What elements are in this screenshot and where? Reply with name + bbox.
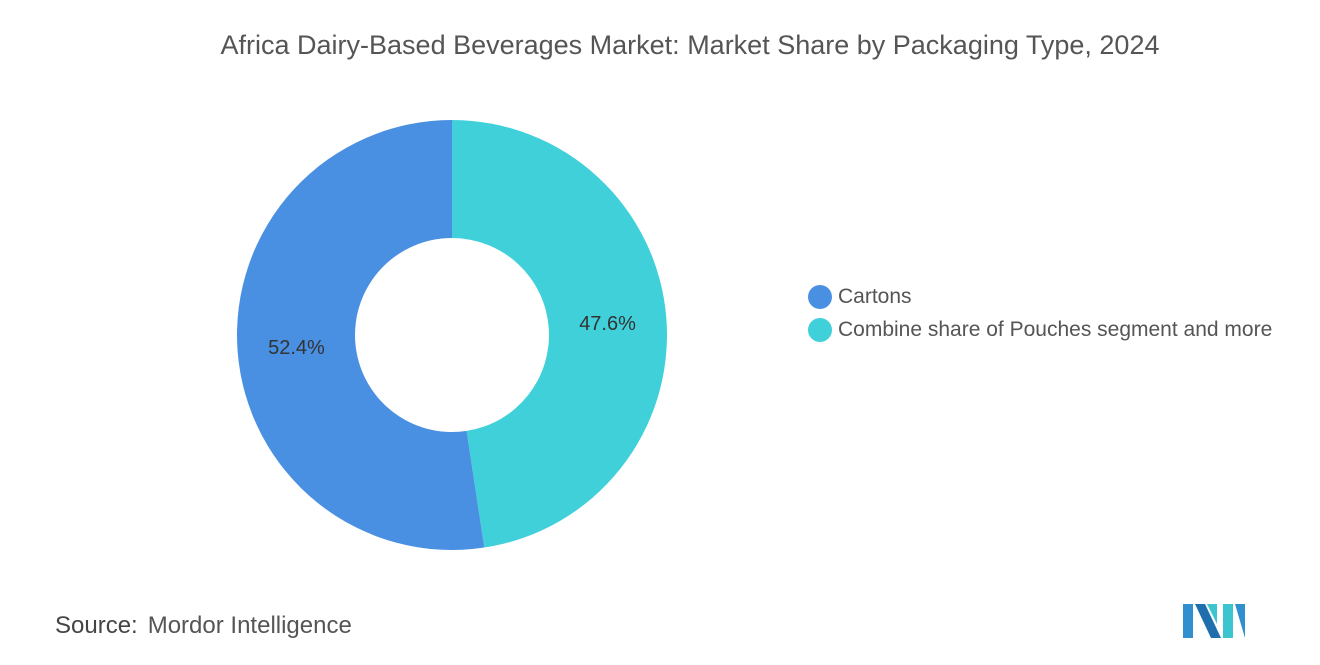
source-label: Source: xyxy=(55,612,138,639)
legend-item-pouches: Combine share of Pouches segment and mor… xyxy=(808,318,1272,342)
data-label: 47.6% xyxy=(579,313,636,335)
source-value: Mordor Intelligence xyxy=(147,612,352,639)
chart-title: Africa Dairy-Based Beverages Market: Mar… xyxy=(220,30,1160,60)
source-note: Source: Mordor Intelligence xyxy=(55,612,352,640)
legend-label: Cartons xyxy=(838,285,912,308)
slice-cartons xyxy=(236,120,485,550)
legend-item-cartons: Cartons xyxy=(808,285,912,309)
legend-swatch xyxy=(808,285,832,309)
legend-label: Combine share of Pouches segment and mor… xyxy=(838,318,1273,341)
legend-swatch xyxy=(808,318,832,342)
slice-pouches xyxy=(452,120,667,548)
data-label: 52.4% xyxy=(268,337,325,359)
mordor-intelligence-logo xyxy=(1183,604,1245,638)
